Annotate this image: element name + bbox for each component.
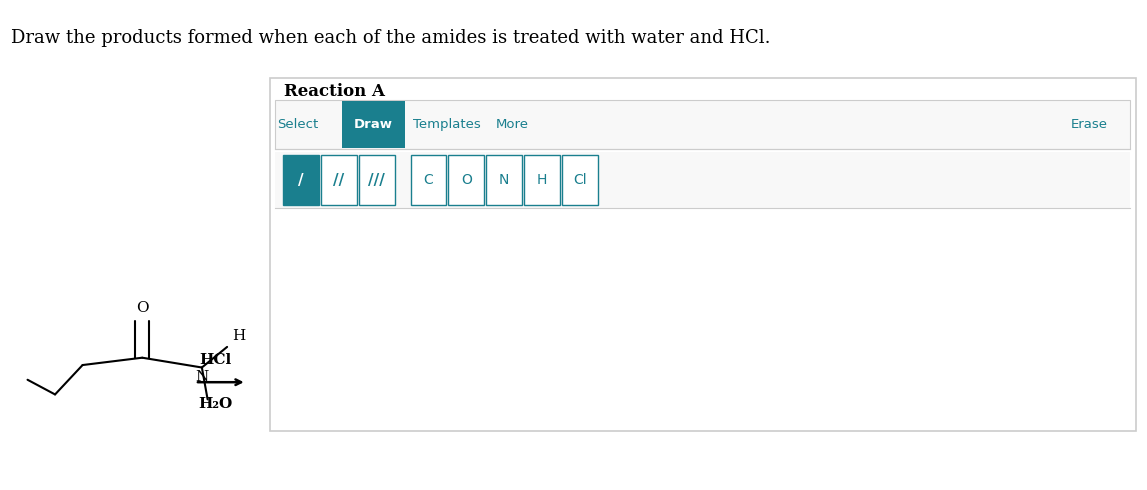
Text: Cl: Cl <box>574 173 586 187</box>
Bar <box>321 155 357 205</box>
Text: HCl: HCl <box>200 353 232 367</box>
Text: C: C <box>423 173 434 187</box>
Text: /: / <box>298 172 304 188</box>
Text: H: H <box>537 173 547 187</box>
Text: Erase: Erase <box>1071 119 1108 131</box>
Text: Draw: Draw <box>353 119 393 131</box>
Text: More: More <box>497 119 529 131</box>
Bar <box>486 155 522 205</box>
Text: Templates: Templates <box>413 119 482 131</box>
Bar <box>448 155 484 205</box>
Bar <box>411 155 446 205</box>
Text: H: H <box>232 329 245 343</box>
Bar <box>359 155 395 205</box>
Bar <box>275 152 1130 208</box>
Bar <box>524 155 560 205</box>
Text: H₂O: H₂O <box>198 397 233 411</box>
Text: N: N <box>499 173 509 187</box>
Text: O: O <box>135 301 149 315</box>
Text: ///: /// <box>368 172 385 188</box>
Bar <box>562 155 598 205</box>
Text: O: O <box>461 173 471 187</box>
Text: Draw the products formed when each of the amides is treated with water and HCl.: Draw the products formed when each of th… <box>11 29 771 48</box>
Bar <box>270 78 1136 431</box>
Bar <box>275 100 1130 149</box>
Bar <box>342 101 405 148</box>
Text: N: N <box>195 370 209 384</box>
Text: //: // <box>334 172 344 188</box>
Text: Select: Select <box>278 119 319 131</box>
Bar <box>283 155 319 205</box>
Text: Reaction A: Reaction A <box>284 83 385 100</box>
